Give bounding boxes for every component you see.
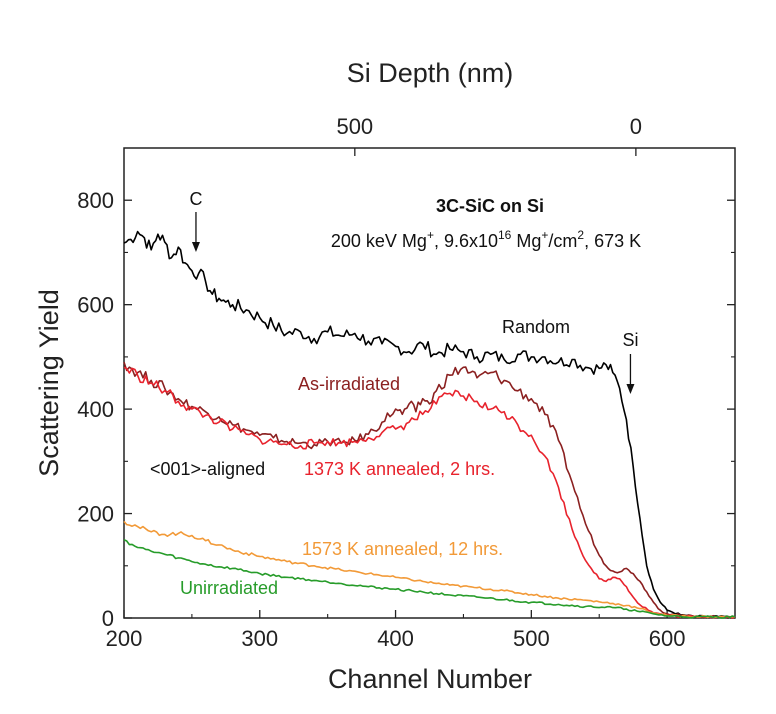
- condition-sup-3: +: [541, 228, 548, 242]
- label-unirradiated: Unirradiated: [180, 578, 278, 598]
- x-tick-label: 600: [649, 626, 686, 651]
- y-axis-title: Scattering Yield: [34, 289, 64, 477]
- y-tick-label: 600: [77, 293, 114, 318]
- c-edge-marker: C: [189, 189, 202, 252]
- y-tick-label: 400: [77, 397, 114, 422]
- series-group: [123, 230, 736, 619]
- condition-part-2: , 9.6x10: [434, 231, 498, 251]
- x-tick-label: 500: [513, 626, 550, 651]
- top-tick-label: 500: [336, 114, 373, 139]
- annotation-title: 3C-SiC on Si: [436, 196, 544, 216]
- series-line-1373-k-annealed-2-hrs: [123, 366, 736, 619]
- condition-sup-2: 16: [498, 228, 512, 242]
- plot-frame: [123, 147, 736, 619]
- condition-sup-1: +: [427, 228, 434, 242]
- si-edge-marker: Si: [622, 330, 638, 394]
- series-line-as-irradiated: [123, 361, 736, 619]
- x-axis-title: Channel Number: [328, 664, 532, 694]
- label-1573k: 1573 K annealed, 12 hrs.: [302, 539, 503, 559]
- label-aligned: <001>-aligned: [150, 459, 265, 479]
- x-tick-label: 200: [106, 626, 143, 651]
- label-as-irradiated: As-irradiated: [298, 374, 400, 394]
- series-line-1573-k-annealed-12-hrs: [123, 520, 736, 619]
- annotation-condition: 200 keV Mg+, 9.6x1016 Mg+/cm2, 673 K: [331, 228, 641, 251]
- y-tick-label: 200: [77, 502, 114, 527]
- condition-part-5: , 673 K: [584, 231, 641, 251]
- top-tick-label: 0: [630, 114, 642, 139]
- condition-part-1: 200 keV Mg: [331, 231, 427, 251]
- condition-part-3: Mg: [511, 231, 541, 251]
- si-marker-label: Si: [622, 330, 638, 350]
- si-marker-arrowhead: [626, 384, 635, 394]
- series-line-random: [123, 230, 736, 619]
- x-tick-label: 300: [241, 626, 278, 651]
- top-axis-title: Si Depth (nm): [347, 58, 514, 88]
- condition-part-4: /cm: [548, 231, 577, 251]
- series-line-unirradiated: [123, 538, 736, 619]
- y-tick-label: 800: [77, 188, 114, 213]
- c-marker-label: C: [189, 189, 202, 209]
- label-1373k: 1373 K annealed, 2 hrs.: [304, 459, 495, 479]
- x-tick-label: 400: [377, 626, 414, 651]
- c-marker-arrowhead: [191, 242, 200, 252]
- y-tick-label: 0: [102, 606, 114, 631]
- label-random: Random: [502, 317, 570, 337]
- condition-sup-4: 2: [577, 228, 584, 242]
